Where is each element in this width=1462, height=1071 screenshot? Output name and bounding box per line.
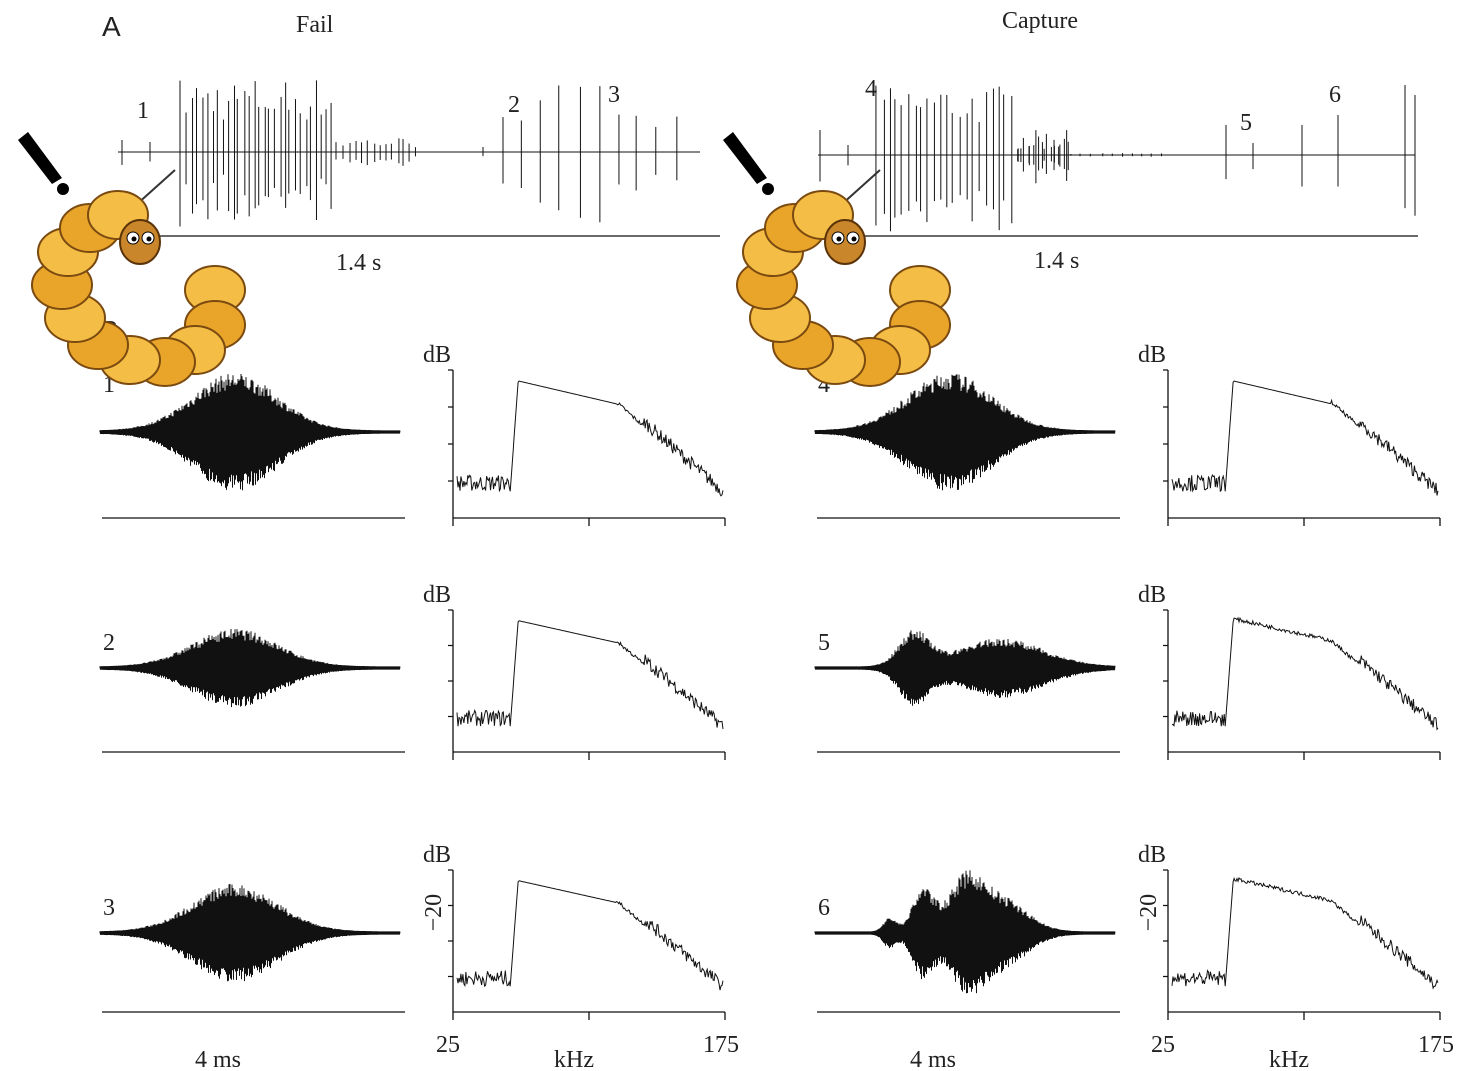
worm-head	[120, 220, 160, 264]
spectrum	[1172, 878, 1438, 988]
spectrum-axes	[1163, 610, 1440, 760]
exclamation-dot	[57, 183, 69, 195]
spectrum	[457, 621, 723, 729]
y-axis-label: dB	[423, 842, 451, 868]
waveform	[815, 374, 1115, 490]
x-tick-label: 175	[703, 1032, 739, 1058]
x-tick-label: 25	[1151, 1032, 1175, 1058]
time-scale: 4 ms	[195, 1047, 241, 1071]
waveform	[815, 870, 1115, 993]
x-axis-label: kHz	[554, 1047, 594, 1071]
waveform	[815, 630, 1115, 705]
y-tick-label: −20	[1136, 894, 1162, 932]
spectrum-axes	[448, 370, 725, 526]
y-axis-label: dB	[423, 342, 451, 368]
y-axis-label: dB	[423, 582, 451, 608]
waveform	[100, 374, 400, 490]
spectrum	[1172, 618, 1438, 729]
call-label: 5	[1240, 110, 1252, 136]
y-axis-label: dB	[1138, 842, 1166, 868]
call-label: 2	[103, 630, 115, 656]
exclamation	[723, 132, 767, 184]
waveform	[100, 629, 400, 707]
worm-pupil	[147, 237, 152, 242]
call-label: 3	[608, 82, 620, 108]
worm-pupil	[852, 237, 857, 242]
x-tick-label: 175	[1418, 1032, 1454, 1058]
worm-head	[825, 220, 865, 264]
call-label: 5	[818, 630, 830, 656]
time-scale: 4 ms	[910, 1047, 956, 1071]
panel-label: A	[102, 11, 121, 42]
call-label: 3	[103, 895, 115, 921]
worm-illustration	[18, 132, 245, 386]
column-title: Fail	[296, 12, 334, 38]
worm-pupil	[837, 237, 842, 242]
x-axis-label: kHz	[1269, 1047, 1309, 1071]
spectrum	[1172, 381, 1438, 495]
call-label: 6	[1329, 82, 1341, 108]
call-label: 4	[865, 76, 877, 102]
spectrum-axes	[448, 870, 725, 1020]
spectrum	[457, 381, 723, 496]
call-label: 1	[137, 98, 149, 124]
spectrum-axes	[1163, 370, 1440, 526]
spectrum-axes	[448, 610, 725, 760]
exclamation-dot	[762, 183, 774, 195]
worm-pupil	[132, 237, 137, 242]
exclamation	[18, 132, 62, 184]
y-tick-label: −20	[421, 894, 447, 932]
scale-label: 1.4 s	[1034, 248, 1079, 274]
y-axis-label: dB	[1138, 342, 1166, 368]
scale-label: 1.4 s	[336, 250, 381, 276]
figure: A Fail Capture 1 2 3 4 5 6 1.4 s 1.4 s B…	[0, 0, 1462, 1071]
spectrum	[457, 881, 723, 990]
call-label: 6	[818, 895, 830, 921]
waveform	[100, 884, 400, 981]
column-title: Capture	[1002, 8, 1078, 34]
y-axis-label: dB	[1138, 582, 1166, 608]
call-label: 2	[508, 92, 520, 118]
x-tick-label: 25	[436, 1032, 460, 1058]
